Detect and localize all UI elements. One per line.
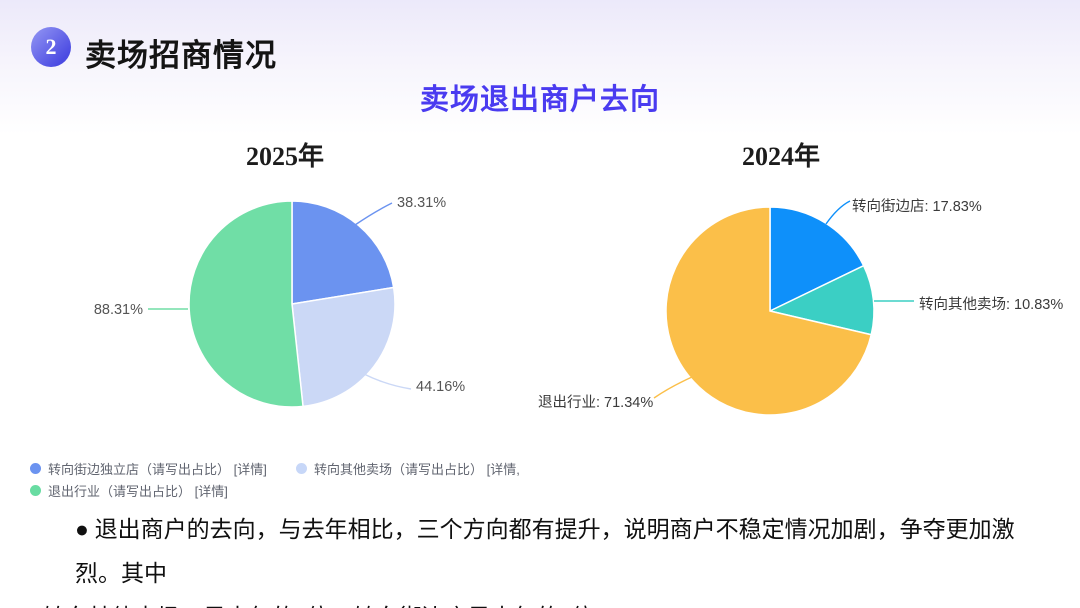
leader-line-2024-yellow — [653, 376, 693, 399]
leader-line-2025-blue — [354, 202, 393, 226]
legend-item-street-shop[interactable]: 转向街边独立店（请写出占比） [详情] — [30, 459, 296, 478]
page-title: 卖场退出商户去向 — [419, 84, 660, 116]
pie-data-label: 转向其他卖场: 10.83% — [919, 297, 1064, 313]
legend-row: 转向街边独立店（请写出占比） [详情] 转向其他卖场（请写出占比） [详情, — [30, 457, 520, 479]
summary-line-1: ● 退出商户的去向，与去年相比，三个方向都有提升，说明商户不稳定情况加剧，争夺更… — [75, 517, 1015, 586]
pie-data-label: 退出行业: 71.34% — [538, 395, 654, 411]
pie-slice-转向其他卖场 — [291, 286, 396, 408]
pie-2025 — [188, 200, 396, 408]
legend-item-other-market[interactable]: 转向其他卖场（请写出占比） [详情, — [296, 459, 520, 478]
legend-row: 退出行业（请写出占比） [详情] — [30, 479, 520, 501]
chart-title-2025: 2025年 — [245, 142, 324, 171]
legend-swatch-blue — [30, 462, 41, 474]
pie-data-label: 38.31% — [397, 195, 447, 211]
legend-item-exit-industry[interactable]: 退出行业（请写出占比） [详情] — [30, 481, 228, 500]
leader-line-2025-lavender — [363, 373, 412, 390]
pie-slice-转向街边店 — [769, 206, 865, 313]
chart-legend: 转向街边独立店（请写出占比） [详情] 转向其他卖场（请写出占比） [详情, 退… — [30, 457, 520, 501]
pie-data-label: 88.31% — [93, 302, 143, 318]
legend-swatch-green — [30, 484, 41, 496]
pie-data-label: 44.16% — [416, 379, 466, 395]
section-number-badge: 2 — [31, 27, 71, 67]
pie-slice-退出行业 — [188, 200, 304, 408]
legend-label: 转向其他卖场（请写出占比） [详情, — [314, 461, 520, 477]
section-title: 卖场招商情况 — [85, 38, 277, 73]
pie-data-label: 转向街边店: 17.83% — [852, 199, 982, 215]
legend-label: 退出行业（请写出占比） [详情] — [48, 483, 228, 499]
legend-swatch-lavender — [296, 462, 307, 474]
pie-slice-转向街边独立店 — [291, 200, 395, 305]
pie-slice-退出行业 — [665, 206, 873, 416]
legend-label: 转向街边独立店（请写出占比） [详情] — [48, 461, 267, 477]
pie-slice-转向其他卖场 — [767, 264, 875, 336]
leader-line-2024-blue — [825, 200, 851, 225]
pie-2024 — [665, 206, 875, 416]
summary-line-2: 转向其他卖场，是去年的4倍，转向街边店是去年的2倍。 — [42, 596, 1052, 608]
summary-note: ● 退出商户的去向，与去年相比，三个方向都有提升，说明商户不稳定情况加剧，争夺更… — [42, 508, 1052, 608]
chart-title-2024: 2024年 — [741, 142, 820, 171]
